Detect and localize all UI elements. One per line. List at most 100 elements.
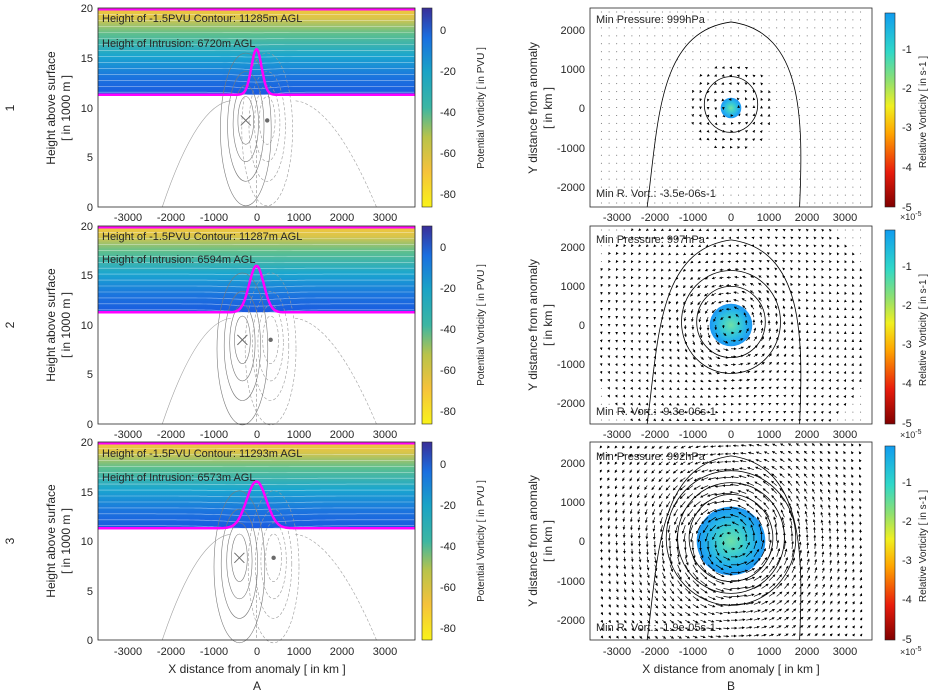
vector-arrow <box>706 114 710 118</box>
vector-dot <box>814 122 816 124</box>
vector-dot <box>844 67 846 69</box>
vector-dot <box>860 107 862 108</box>
vector-dot <box>776 154 778 156</box>
vector-dot <box>677 99 679 100</box>
vector-dot <box>654 162 656 164</box>
vector-arrow <box>715 379 720 383</box>
vector-arrow <box>746 362 751 366</box>
colorbar-tick-label: -2 <box>902 300 912 312</box>
vector-dot <box>783 107 785 108</box>
colorbar-tick-label: -5 <box>902 202 912 214</box>
vector-arrow <box>805 378 809 382</box>
vector-arrow <box>736 90 740 93</box>
y-tick-label: 10 <box>81 536 93 548</box>
vector-dot <box>753 194 755 196</box>
vector-arrow <box>760 402 764 406</box>
vector-arrow <box>668 410 672 414</box>
vector-arrow <box>675 309 679 313</box>
pv-contour-line <box>98 56 415 58</box>
vector-arrow <box>668 309 672 313</box>
vector-arrow <box>630 418 633 422</box>
panel-A1: 1 Height of -1.5PVU Contour: 11285m AGL … <box>3 3 487 224</box>
vector-dot <box>692 27 694 29</box>
vector-dot <box>631 202 633 204</box>
vector-arrow <box>736 82 740 86</box>
vector-dot <box>791 11 793 13</box>
vector-arrow <box>645 252 649 256</box>
vector-arrow <box>752 89 756 94</box>
vector-arrow <box>661 356 664 360</box>
vector-dot <box>768 83 770 85</box>
vector-arrow <box>753 327 757 334</box>
vector-dot <box>806 35 808 37</box>
vector-arrow <box>691 332 695 338</box>
vector-arrow <box>630 243 634 248</box>
vector-dot <box>684 75 686 77</box>
x-tick-label: 1000 <box>757 429 781 441</box>
x-tick-label: 0 <box>254 646 260 658</box>
vector-dot <box>844 162 846 164</box>
vector-dot <box>715 202 717 204</box>
vector-arrow <box>805 244 809 248</box>
vector-dot <box>860 115 862 116</box>
y-tick-label: 0 <box>579 536 585 548</box>
vector-arrow <box>790 386 794 390</box>
y-ticks: 0 5 10 15 20 <box>81 221 93 431</box>
vector-dot <box>715 194 717 196</box>
min-vorticity-annotation: Min R. Vort.: -3.5e-06s-1 <box>596 188 716 200</box>
vector-dot <box>661 51 663 53</box>
vector-dot <box>722 202 724 204</box>
vector-dot <box>631 194 633 196</box>
vector-dot <box>806 43 808 45</box>
vector-dot <box>616 237 618 239</box>
vector-dot <box>738 27 740 29</box>
vector-arrow <box>668 236 672 240</box>
vector-dot <box>829 43 831 45</box>
vector-arrow <box>682 276 686 280</box>
vector-dot <box>791 130 793 132</box>
y-tick-label: 0 <box>579 320 585 332</box>
vector-arrow <box>630 228 634 232</box>
y-tick-label: 2000 <box>561 25 585 37</box>
vector-dot <box>669 178 671 180</box>
vector-arrow <box>645 363 649 367</box>
x-ticks: -3000 -2000 -1000 0 1000 2000 3000 <box>603 429 857 441</box>
vector-arrow <box>746 370 751 374</box>
x-tick-label: 3000 <box>833 429 857 441</box>
vector-arrow <box>668 387 672 391</box>
vector-dot <box>700 154 701 156</box>
vector-dot <box>639 35 640 37</box>
vector-dot <box>791 27 793 29</box>
vector-arrow <box>753 378 758 382</box>
vector-dot <box>722 170 724 172</box>
vector-arrow <box>668 301 672 305</box>
vector-arrow <box>775 328 779 333</box>
vector-arrow <box>790 305 794 310</box>
vector-arrow <box>738 346 744 350</box>
vector-dot <box>631 107 633 108</box>
vector-arrow <box>683 252 687 256</box>
vector-dot <box>860 122 862 124</box>
vector-arrow <box>783 402 787 406</box>
vector-dot <box>707 146 709 148</box>
vector-arrow <box>699 73 703 77</box>
vector-dot <box>608 245 610 247</box>
vector-dot <box>791 194 793 196</box>
pv-contour-line <box>98 62 415 64</box>
vector-arrow <box>774 290 778 294</box>
pv-contour-line <box>98 525 415 529</box>
vector-dot <box>837 162 839 164</box>
vector-arrow <box>645 402 649 406</box>
vector-arrow <box>723 348 729 352</box>
vector-arrow <box>758 260 762 263</box>
vector-arrow <box>751 311 755 318</box>
vector-dot <box>753 154 755 156</box>
vector-dot <box>776 178 778 180</box>
vector-arrow <box>637 402 641 406</box>
vector-dot <box>639 122 640 124</box>
vector-arrow <box>699 418 703 422</box>
vector-dot <box>677 202 679 204</box>
vector-arrow <box>744 82 748 86</box>
vector-arrow <box>758 252 763 255</box>
vector-dot <box>822 154 823 156</box>
